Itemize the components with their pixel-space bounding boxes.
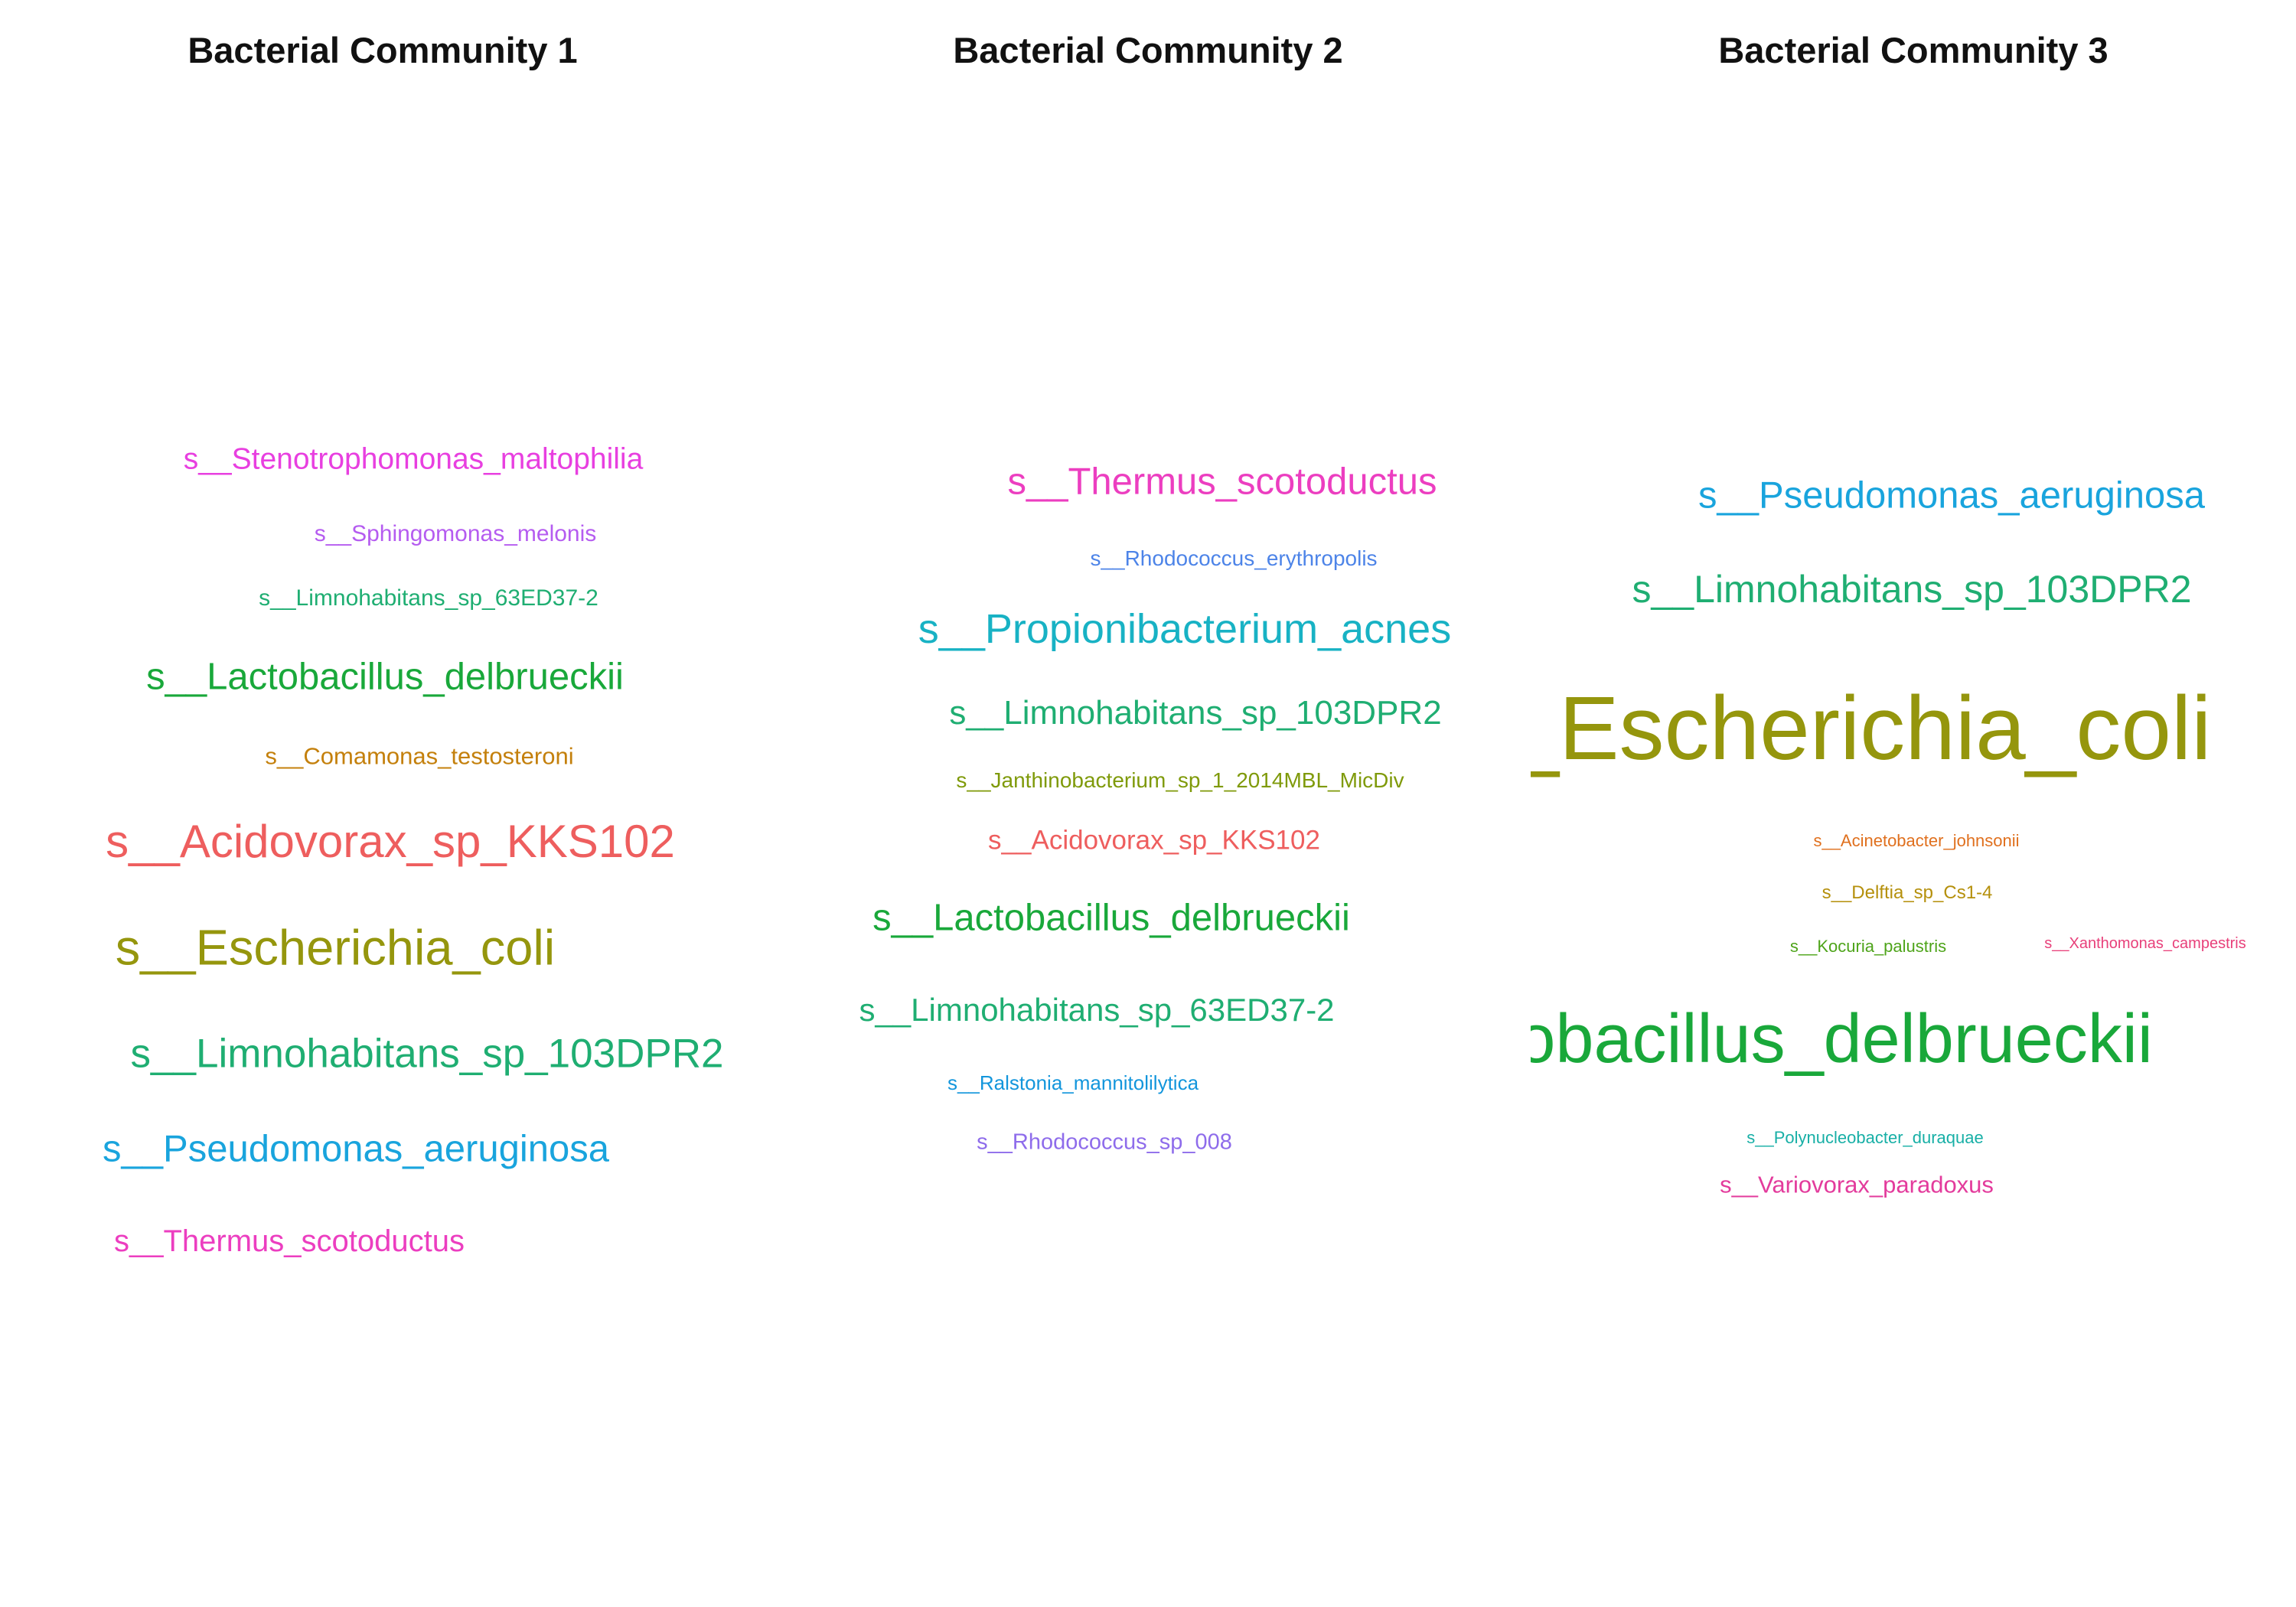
community-3-word: s__Kocuria_palustris [1789,937,1947,956]
community-2-word: s__Limnohabitans_sp_63ED37-2 [859,992,1335,1028]
community-1-word: s__Comamonas_testosteroni [265,742,574,770]
community-2-word: s__Propionibacterium_acnes [918,606,1452,652]
community-3-title: Bacterial Community 3 [1718,30,2108,70]
community-2-title: Bacterial Community 2 [953,30,1343,70]
community-1-word: s__Limnohabitans_sp_63ED37-2 [259,585,598,611]
community-1-word: s__Limnohabitans_sp_103DPR2 [130,1031,724,1077]
community-3-panel: Bacterial Community 3 s__Pseudomonas_aer… [1531,0,2296,1607]
community-1-word: s__Thermus_scotoductus [113,1224,465,1258]
community-2-word: s__Ralstonia_mannitolilytica [947,1071,1199,1094]
community-3-word: s__Limnohabitans_sp_103DPR2 [1632,568,2192,611]
community-1-word: s__Escherichia_coli [115,919,556,976]
community-1-word: s__Acidovorax_sp_KKS102 [106,816,675,867]
community-3-word: s__Xanthomonas_campestris [2044,935,2246,952]
community-1-title: Bacterial Community 1 [188,30,578,70]
community-2-word: s__Lactobacillus_delbrueckii [872,897,1350,939]
community-2-panel: Bacterial Community 2 s__Thermus_scotodu… [765,0,1531,1607]
community-2-word: s__Rhodococcus_erythropolis [1090,546,1378,570]
community-1-panel: Bacterial Community 1 s__Stenotrophomona… [0,0,765,1607]
community-1-word: s__Sphingomonas_melonis [314,521,597,546]
community-2-word: s__Limnohabitans_sp_103DPR2 [949,694,1442,732]
community-3-word: s__Delftia_sp_Cs1-4 [1821,882,1993,903]
community-1-word: s__Lactobacillus_delbrueckii [146,656,624,698]
community-2-word: s__Janthinobacterium_sp_1_2014MBL_MicDiv [956,768,1404,792]
community-3-word: s__Escherichia_coli [1531,678,2212,779]
community-3-word: s__Lactobacillus_delbrueckii [1531,1001,2153,1077]
community-3-word: s__Variovorax_paradoxus [1720,1171,1994,1198]
community-3-word: s__Polynucleobacter_duraquae [1746,1128,1984,1147]
community-2-word: s__Acidovorax_sp_KKS102 [988,825,1320,856]
community-3-word: s__Acinetobacter_johnsonii [1813,831,2020,850]
community-1-word: s__Stenotrophomonas_maltophilia [183,442,644,476]
community-1-word: s__Pseudomonas_aeruginosa [103,1128,609,1170]
community-2-word: s__Rhodococcus_sp_008 [977,1129,1232,1155]
community-3-word: s__Pseudomonas_aeruginosa [1698,474,2205,517]
community-2-word: s__Thermus_scotoductus [1007,461,1437,503]
